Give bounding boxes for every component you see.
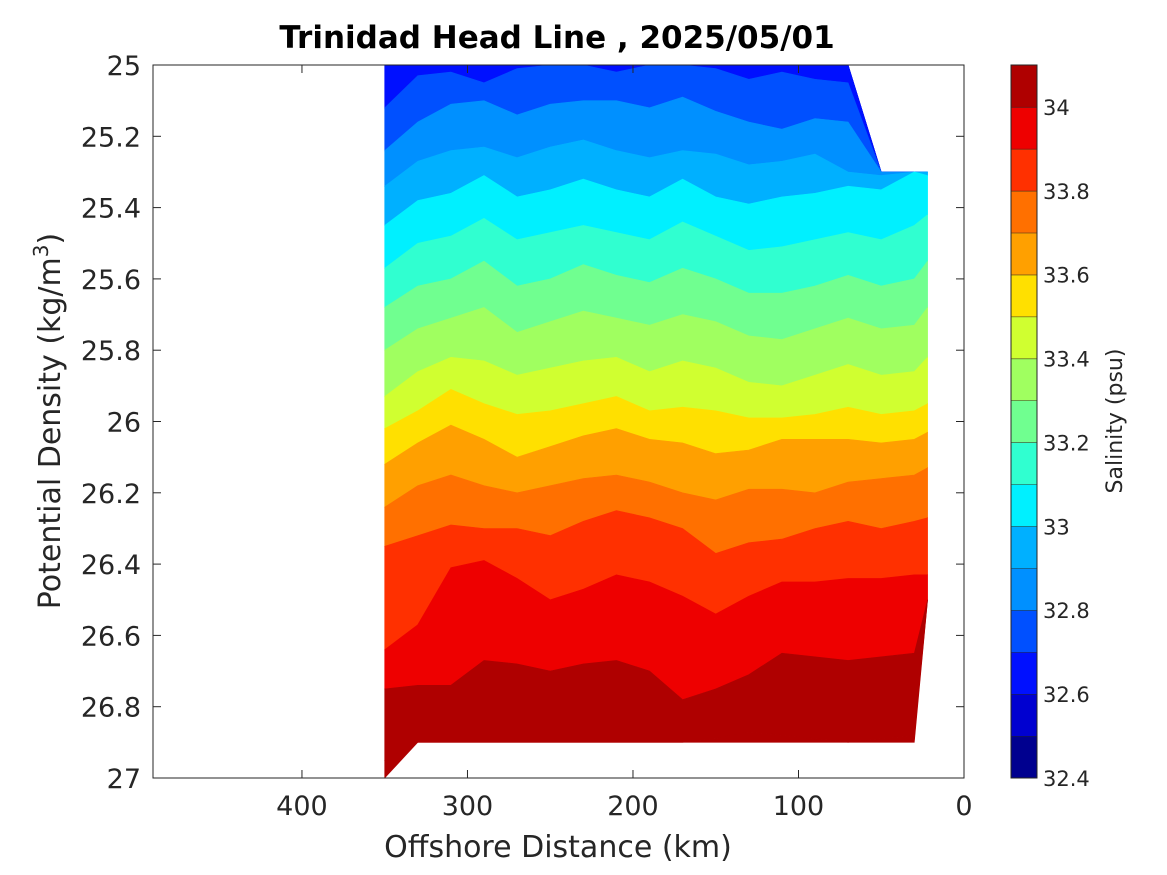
x-tick-label: 400	[276, 791, 328, 822]
contour-fill-layer	[384, 64, 928, 779]
colorbar-swatch	[1011, 358, 1037, 401]
x-tick-label: 300	[442, 791, 494, 822]
colorbar-tick-label: 33.6	[1043, 264, 1090, 288]
colorbar-tick-label: 33.4	[1043, 348, 1090, 372]
colorbar-swatch	[1011, 232, 1037, 275]
y-axis-label: Potential Density (kg/m3)	[29, 233, 68, 609]
colorbar-border	[1010, 64, 1038, 779]
colorbar-swatch	[1011, 148, 1037, 191]
x-tick-label: 200	[607, 791, 659, 822]
colorbar-tick-label: 32.6	[1043, 683, 1090, 707]
y-tick-label: 25.8	[81, 336, 141, 367]
y-tick-label: 25.4	[81, 194, 141, 225]
colorbar-swatch	[1011, 65, 1037, 107]
colorbar-tick-label: 32.4	[1043, 767, 1090, 791]
colorbar: 32.4 32.6 32.8 33 33.2 33.4 33.6 33.8 34	[1010, 64, 1090, 791]
colorbar-tick-label: 33	[1043, 515, 1070, 539]
y-tick-label: 25.6	[81, 265, 141, 296]
colorbar-swatch	[1011, 736, 1037, 778]
colorbar-tick-label: 34	[1043, 96, 1070, 120]
colorbar-swatch	[1011, 316, 1037, 359]
y-axis: 25 25.2 25.4 25.6 25.8 26 26.2 26.4 26.6 26.8 27	[81, 51, 964, 795]
chart-title: Trinidad Head Line , 2025/05/01	[279, 20, 834, 56]
y-tick-label: 26.6	[81, 621, 141, 652]
colorbar-swatch	[1011, 106, 1037, 149]
y-tick-label: 26.2	[81, 479, 141, 510]
colorbar-tick-label: 33.8	[1043, 180, 1090, 204]
x-tick-label: 0	[955, 791, 972, 822]
colorbar-swatch	[1011, 400, 1037, 443]
y-tick-label: 27	[107, 764, 141, 795]
y-tick-label: 26.8	[81, 693, 141, 724]
colorbar-swatch	[1011, 190, 1037, 233]
x-axis: 400 300 200 100 0	[276, 65, 973, 822]
colorbar-swatch	[1011, 610, 1037, 653]
colorbar-swatch	[1011, 694, 1037, 737]
colorbar-tick-label: 32.8	[1043, 599, 1090, 623]
y-tick-label: 25	[107, 51, 141, 82]
colorbar-swatch	[1011, 274, 1037, 317]
colorbar-tick-label: 33.2	[1043, 431, 1090, 455]
y-tick-label: 26	[107, 408, 141, 439]
y-tick-label: 25.2	[81, 122, 141, 153]
colorbar-swatch	[1011, 526, 1037, 569]
colorbar-swatch	[1011, 568, 1037, 611]
colorbar-swatch	[1011, 652, 1037, 695]
colorbar-label: Salinity (psu)	[1103, 349, 1128, 494]
x-tick-label: 100	[773, 791, 825, 822]
y-tick-label: 26.4	[81, 550, 141, 581]
contour-band	[384, 599, 928, 779]
colorbar-swatch	[1011, 484, 1037, 527]
x-axis-label: Offshore Distance (km)	[384, 830, 732, 865]
colorbar-swatch	[1011, 442, 1037, 485]
